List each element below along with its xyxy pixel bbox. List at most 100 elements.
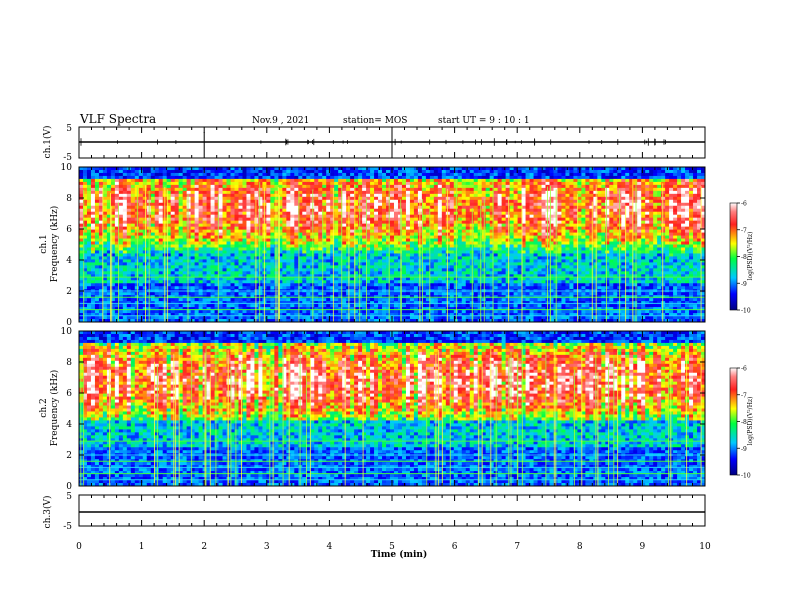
spectrogram-cell xyxy=(82,301,88,305)
spectrogram-cell xyxy=(358,214,363,219)
spectrogram-cell xyxy=(366,259,371,263)
start-time-label: start UT = 9 : 10 : 1 xyxy=(438,116,530,126)
spectrogram-cell xyxy=(366,223,371,228)
spectrogram-cell xyxy=(122,202,128,207)
spectrogram-cell xyxy=(178,223,184,228)
spectrogram-cell xyxy=(302,253,307,257)
spectrogram-cell xyxy=(445,175,451,180)
spectrogram-cell xyxy=(230,175,236,180)
spectrogram-cell xyxy=(150,268,156,272)
spectrogram-cell xyxy=(234,265,239,269)
spectrogram-cell xyxy=(182,298,188,302)
spectrogram-cell xyxy=(198,241,204,245)
spectrogram-cell xyxy=(390,262,395,266)
spectrogram-cell xyxy=(102,274,108,278)
spectrogram-cell xyxy=(405,256,411,260)
spectrogram-cell xyxy=(382,184,387,189)
spectrogram-cell xyxy=(222,304,228,308)
spectrogram-cell xyxy=(338,259,343,263)
spectrogram-cell xyxy=(254,235,259,240)
spectrogram-cell xyxy=(166,211,172,216)
spectrogram-cell xyxy=(230,202,236,207)
spectrogram-cell xyxy=(178,187,184,192)
spectrogram-cell xyxy=(286,205,291,210)
spectrogram-cell xyxy=(178,217,184,222)
spectrogram-cell xyxy=(397,181,403,186)
spectrogram-cell xyxy=(433,277,439,281)
spectrogram-cell xyxy=(386,301,391,305)
spectrogram-cell xyxy=(98,208,104,213)
spectrogram-cell xyxy=(314,280,319,284)
spectrogram-cell xyxy=(298,286,303,290)
spectrogram-cell xyxy=(250,277,255,281)
spectrogram-cell xyxy=(86,187,92,192)
spectrogram-cell xyxy=(126,235,132,240)
spectrogram-cell xyxy=(218,235,224,240)
spectrogram-cell xyxy=(154,172,160,177)
spectrogram-cell xyxy=(286,214,291,219)
spectrogram-cell xyxy=(118,277,124,281)
spectrogram-cell xyxy=(322,280,327,284)
spectrogram-cell xyxy=(174,301,180,305)
spectrogram-cell xyxy=(429,199,435,204)
spectrogram-cell xyxy=(390,253,395,257)
spectrogram-cell xyxy=(346,265,351,269)
spectrogram-cell xyxy=(174,283,180,287)
spectrogram-cell xyxy=(338,223,343,228)
spectrogram-cell xyxy=(302,187,307,192)
spectrogram-cell xyxy=(238,259,243,263)
spectrogram-cell xyxy=(274,319,279,322)
spectrogram-cell xyxy=(350,235,355,240)
spectrogram-cell xyxy=(290,178,295,183)
spectrogram-cell xyxy=(258,226,263,231)
spectrogram-cell xyxy=(409,262,415,266)
spectrogram-cell xyxy=(409,214,415,219)
spectrogram-cell xyxy=(429,265,435,269)
spectrogram-cell xyxy=(158,181,164,186)
spectrogram-cell xyxy=(354,232,359,237)
spectrogram-cell xyxy=(94,238,100,243)
spectrogram-cell xyxy=(202,274,208,278)
spectrogram-cell xyxy=(441,304,447,308)
spectrogram-cell xyxy=(306,301,311,305)
spectrogram-cell xyxy=(98,283,104,287)
spectrogram-cell xyxy=(90,268,96,272)
spectrogram-cell xyxy=(182,196,188,201)
spectrogram-cell xyxy=(370,259,375,263)
spectrogram-cell xyxy=(178,274,184,278)
spectrogram-cell xyxy=(190,274,196,278)
spectrogram-cell xyxy=(122,178,128,183)
spectrogram-cell xyxy=(222,277,228,281)
spectrogram-cell xyxy=(94,229,100,234)
spectrogram-cell xyxy=(318,241,323,245)
spectrogram-cell xyxy=(322,190,327,195)
spectrogram-cell xyxy=(214,256,220,260)
spectrogram-cell xyxy=(370,223,375,228)
spectrogram-cell xyxy=(334,184,339,189)
spectrogram-cell xyxy=(318,167,323,171)
spectrogram-cell xyxy=(330,217,335,222)
spectrogram-cell xyxy=(158,319,164,322)
spectrogram-cell xyxy=(421,232,427,237)
spectrogram-cell xyxy=(274,250,279,254)
spectrogram-cell xyxy=(98,172,104,177)
spectrogram-cell xyxy=(202,193,208,198)
spectrogram-cell xyxy=(290,262,295,266)
spectrogram-cell xyxy=(230,271,236,275)
spectrogram-cell xyxy=(405,283,411,287)
spectrogram-cell xyxy=(445,178,451,183)
spectrogram-cell xyxy=(270,199,275,204)
spectrogram-cell xyxy=(358,178,363,183)
spectrogram-cell xyxy=(114,181,120,186)
spectrogram-cell xyxy=(202,229,208,234)
spectrogram-cell xyxy=(393,310,399,314)
spectrogram-cell xyxy=(238,316,243,320)
spectrogram-cell xyxy=(90,265,96,269)
spectrogram-cell xyxy=(302,256,307,260)
spectrogram-cell xyxy=(342,241,347,245)
spectrogram-cell xyxy=(79,235,84,240)
spectrogram-cell xyxy=(186,277,192,281)
spectrogram-cell xyxy=(401,235,407,240)
spectrogram-cell xyxy=(138,190,144,195)
spectrogram-cell xyxy=(362,235,367,240)
